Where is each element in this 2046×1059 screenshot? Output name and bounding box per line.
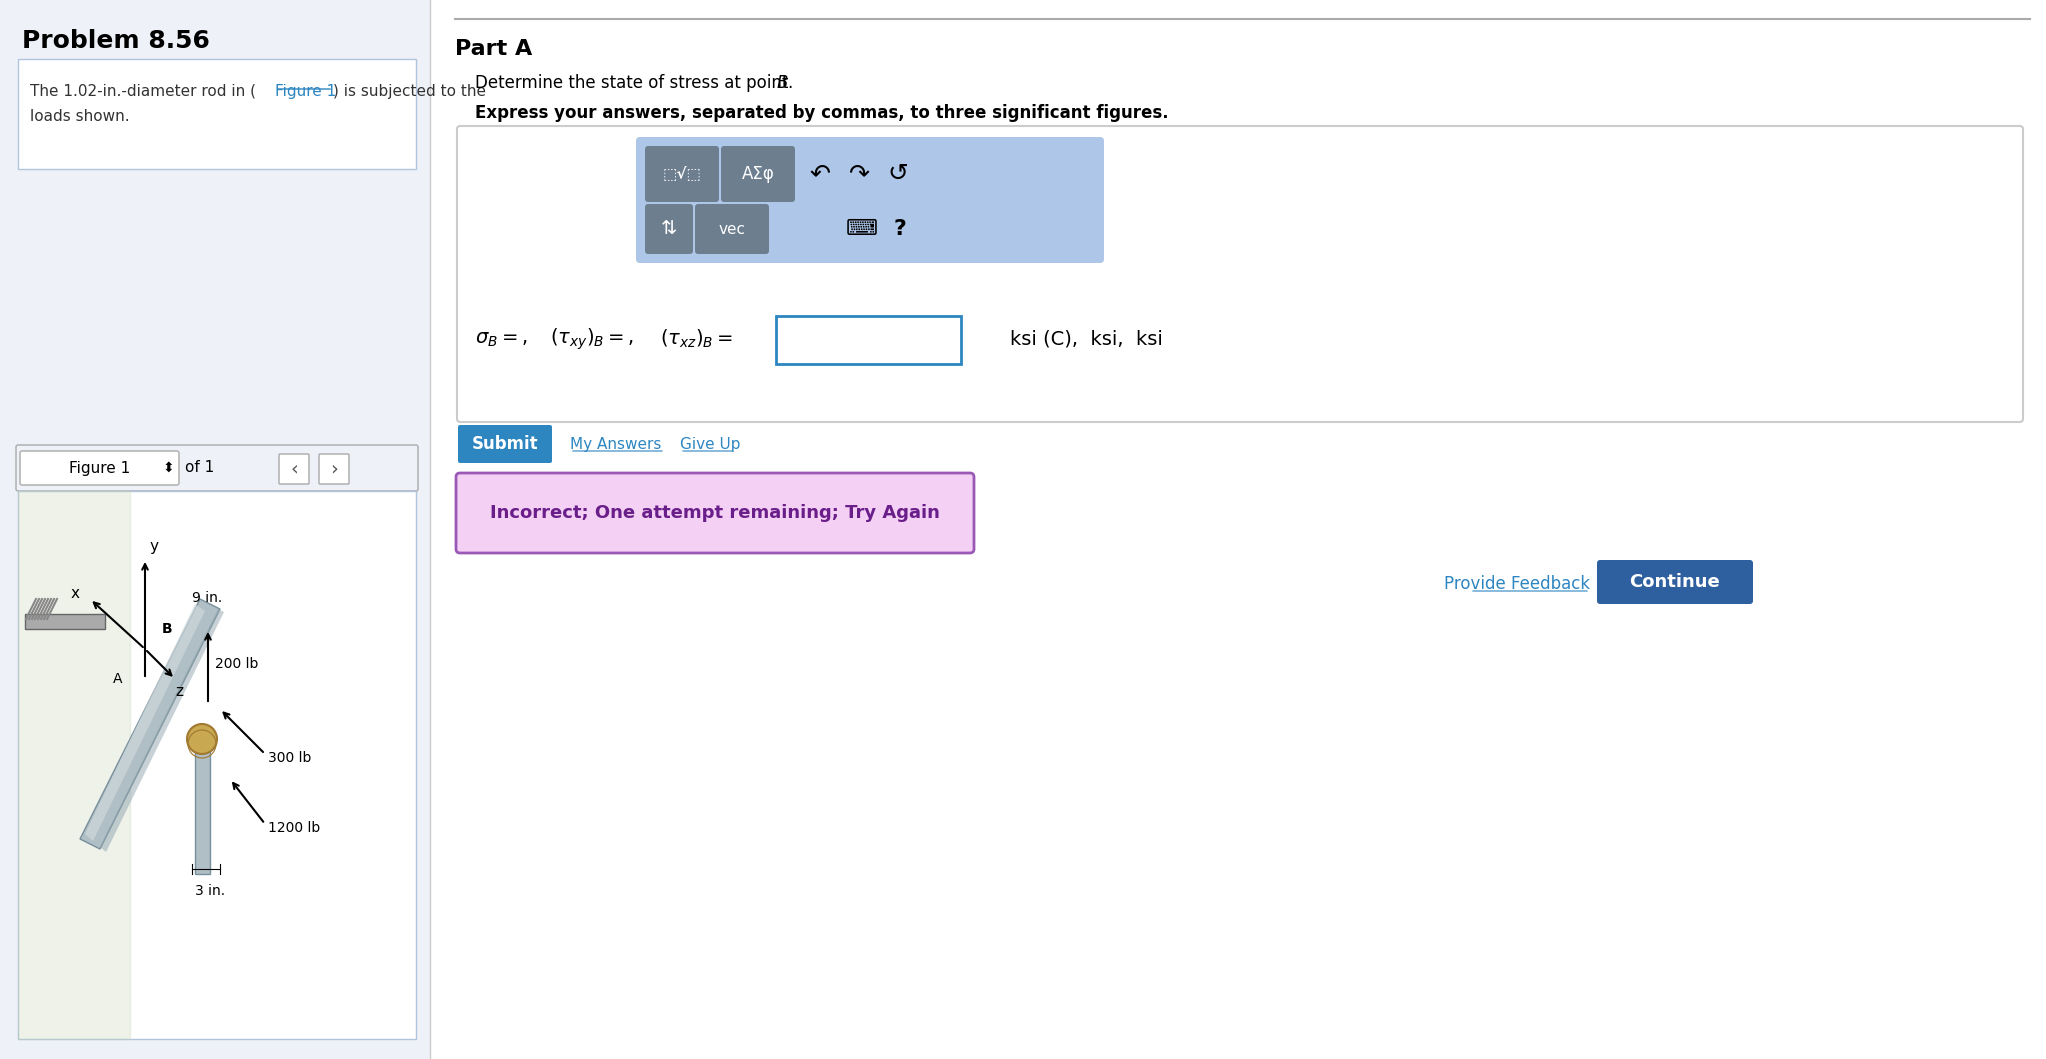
Text: z: z bbox=[176, 684, 182, 699]
Text: 3 in.: 3 in. bbox=[194, 884, 225, 898]
Text: x: x bbox=[72, 587, 80, 602]
Text: Provide Feedback: Provide Feedback bbox=[1444, 575, 1590, 593]
FancyBboxPatch shape bbox=[319, 454, 350, 484]
Text: B: B bbox=[777, 74, 788, 92]
Text: The 1.02-in.-diameter rod in (: The 1.02-in.-diameter rod in ( bbox=[31, 84, 256, 98]
FancyBboxPatch shape bbox=[644, 146, 718, 202]
Polygon shape bbox=[86, 604, 205, 841]
Text: 9 in.: 9 in. bbox=[192, 591, 223, 605]
Text: vec: vec bbox=[718, 221, 745, 236]
Text: ksi (C),  ksi,  ksi: ksi (C), ksi, ksi bbox=[1011, 329, 1162, 348]
Text: $(\tau_{xy})_B=$,: $(\tau_{xy})_B=$, bbox=[550, 326, 634, 352]
Text: ⇅: ⇅ bbox=[661, 219, 677, 238]
Polygon shape bbox=[80, 599, 221, 849]
Text: ↺: ↺ bbox=[888, 162, 908, 186]
Text: y: y bbox=[149, 539, 160, 554]
FancyBboxPatch shape bbox=[458, 425, 552, 463]
Text: 300 lb: 300 lb bbox=[268, 751, 311, 765]
FancyBboxPatch shape bbox=[720, 146, 796, 202]
Polygon shape bbox=[100, 609, 223, 852]
Text: Submit: Submit bbox=[473, 435, 538, 453]
Text: Part A: Part A bbox=[454, 39, 532, 59]
FancyBboxPatch shape bbox=[25, 614, 104, 629]
Text: ?: ? bbox=[894, 219, 906, 239]
FancyBboxPatch shape bbox=[1598, 560, 1753, 604]
Text: ‹: ‹ bbox=[291, 460, 299, 479]
FancyBboxPatch shape bbox=[0, 0, 430, 1059]
Text: 1200 lb: 1200 lb bbox=[268, 821, 321, 834]
Text: loads shown.: loads shown. bbox=[31, 109, 129, 124]
FancyBboxPatch shape bbox=[636, 137, 1105, 263]
Text: Give Up: Give Up bbox=[679, 436, 741, 451]
Text: ↶: ↶ bbox=[810, 162, 831, 186]
FancyBboxPatch shape bbox=[18, 491, 415, 1039]
Polygon shape bbox=[194, 739, 211, 874]
Text: $(\tau_{xz})_B=$: $(\tau_{xz})_B=$ bbox=[661, 328, 732, 351]
Text: ↷: ↷ bbox=[849, 162, 870, 186]
Text: Determine the state of stress at point: Determine the state of stress at point bbox=[475, 74, 794, 92]
Text: .: . bbox=[788, 74, 792, 92]
FancyBboxPatch shape bbox=[278, 454, 309, 484]
Text: AΣφ: AΣφ bbox=[741, 165, 773, 183]
FancyBboxPatch shape bbox=[644, 204, 694, 254]
FancyBboxPatch shape bbox=[456, 126, 2023, 421]
FancyBboxPatch shape bbox=[696, 204, 769, 254]
FancyBboxPatch shape bbox=[20, 451, 178, 485]
FancyBboxPatch shape bbox=[775, 316, 962, 364]
Text: Incorrect; One attempt remaining; Try Again: Incorrect; One attempt remaining; Try Ag… bbox=[491, 504, 939, 522]
Text: Problem 8.56: Problem 8.56 bbox=[23, 29, 211, 53]
Text: $\sigma_B=$,: $\sigma_B=$, bbox=[475, 329, 528, 348]
Text: 200 lb: 200 lb bbox=[215, 657, 258, 671]
Text: ›: › bbox=[329, 460, 338, 479]
Text: Continue: Continue bbox=[1629, 573, 1721, 591]
Circle shape bbox=[186, 724, 217, 754]
Text: ⌨: ⌨ bbox=[845, 219, 878, 239]
Text: A: A bbox=[113, 672, 123, 686]
FancyBboxPatch shape bbox=[16, 445, 417, 491]
Text: of 1: of 1 bbox=[184, 461, 215, 475]
Text: My Answers: My Answers bbox=[571, 436, 661, 451]
Text: ⬚√⬚: ⬚√⬚ bbox=[663, 166, 702, 181]
FancyBboxPatch shape bbox=[18, 59, 415, 169]
Text: ) is subjected to the: ) is subjected to the bbox=[333, 84, 487, 98]
Text: B: B bbox=[162, 622, 172, 636]
Text: Figure 1: Figure 1 bbox=[70, 461, 131, 475]
FancyBboxPatch shape bbox=[456, 473, 974, 553]
Text: ⬍: ⬍ bbox=[162, 461, 174, 475]
Text: Figure 1: Figure 1 bbox=[274, 84, 336, 98]
Text: Express your answers, separated by commas, to three significant figures.: Express your answers, separated by comma… bbox=[475, 104, 1168, 122]
